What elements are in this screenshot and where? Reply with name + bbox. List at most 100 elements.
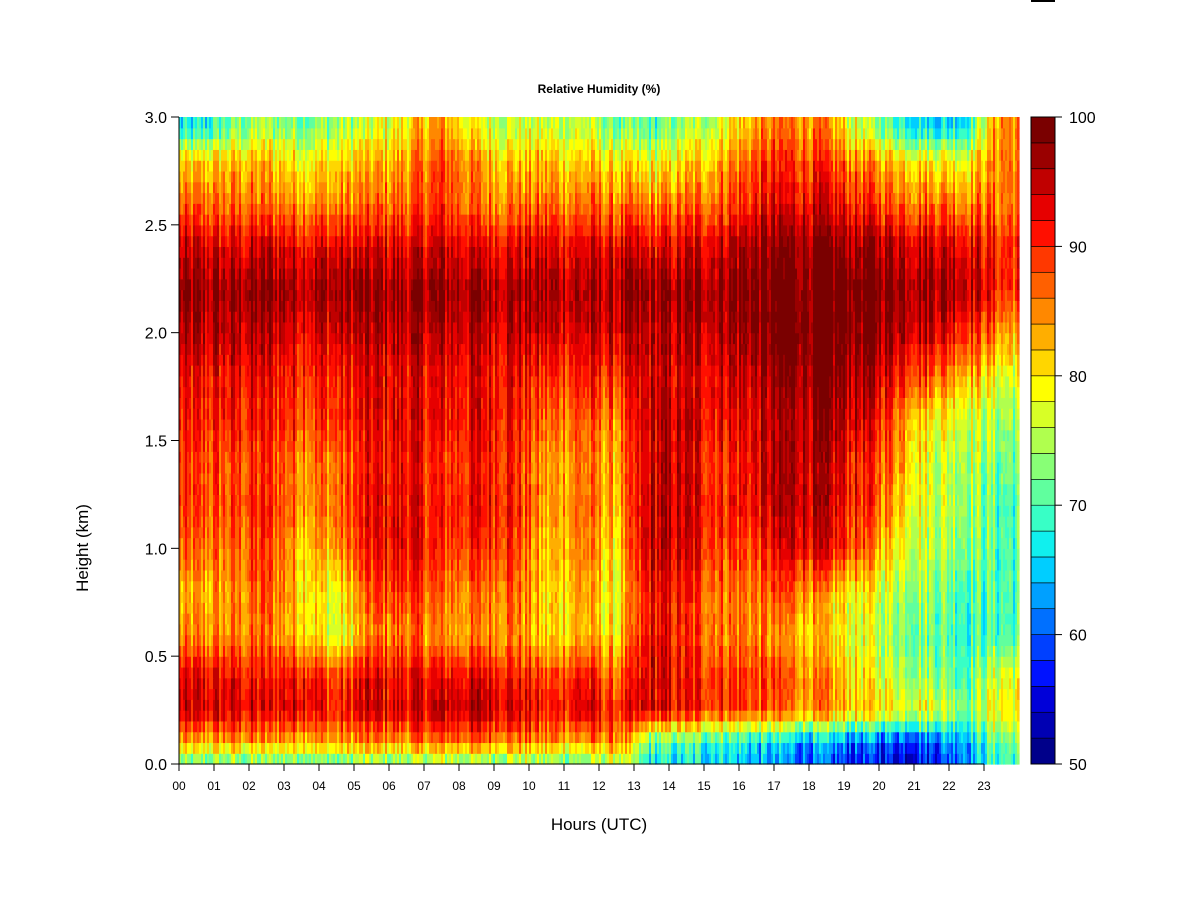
- heatmap-cell: [693, 742, 696, 754]
- heatmap-cell: [681, 645, 686, 657]
- heatmap-cell: [521, 688, 526, 700]
- heatmap-cell: [591, 677, 596, 690]
- heatmap-cell: [337, 742, 340, 754]
- heatmap-cell: [307, 731, 310, 744]
- heatmap-cell: [599, 753, 602, 765]
- heatmap-cell: [245, 720, 248, 733]
- heatmap-cell: [719, 753, 722, 765]
- heatmap-cell: [679, 731, 682, 744]
- heatmap-cell: [483, 688, 488, 700]
- heatmap-cell: [419, 742, 422, 754]
- heatmap-cell: [751, 677, 756, 690]
- heatmap-cell: [761, 731, 764, 744]
- heatmap-cell: [549, 753, 552, 765]
- heatmap-cell: [969, 731, 972, 744]
- heatmap-cell: [639, 720, 642, 733]
- heatmap-cell: [255, 753, 258, 765]
- heatmap-cell: [299, 613, 304, 625]
- heatmap-cell: [595, 742, 598, 754]
- heatmap-cell: [747, 720, 752, 733]
- heatmap-cell: [771, 666, 776, 679]
- heatmap-cell: [901, 688, 906, 700]
- heatmap-cell: [947, 720, 950, 733]
- heatmap-cell: [881, 634, 886, 646]
- heatmap-cell: [429, 742, 436, 754]
- heatmap-cell: [931, 731, 936, 744]
- heatmap-cell: [481, 699, 488, 711]
- heatmap-cell: [285, 753, 288, 765]
- heatmap-cell: [475, 753, 478, 765]
- heatmap-cell: [1011, 731, 1014, 744]
- heatmap-cell: [837, 742, 840, 754]
- heatmap-cell: [701, 634, 706, 646]
- heatmap-cell: [705, 666, 710, 679]
- heatmap-cell: [205, 742, 208, 754]
- heatmap-cell: [559, 645, 564, 657]
- heatmap-cell: [625, 623, 632, 636]
- heatmap-cell: [651, 731, 654, 744]
- heatmap-cell: [279, 720, 282, 733]
- heatmap-cell: [779, 731, 782, 744]
- heatmap-cell: [733, 720, 736, 733]
- heatmap-cell: [875, 753, 878, 765]
- heatmap-cell: [945, 731, 948, 744]
- heatmap-cell: [879, 720, 882, 733]
- heatmap-cell: [275, 742, 278, 754]
- heatmap-cell: [427, 699, 432, 711]
- heatmap-cell: [791, 602, 796, 614]
- heatmap-cell: [885, 742, 888, 754]
- heatmap-cell: [583, 613, 588, 625]
- heatmap-cell: [411, 602, 416, 614]
- heatmap-cell: [457, 742, 460, 754]
- heatmap-cell: [343, 710, 346, 722]
- heatmap-cell: [497, 656, 506, 668]
- heatmap-cell: [305, 720, 308, 733]
- heatmap-cell: [265, 720, 268, 733]
- heatmap-cell: [403, 731, 406, 744]
- heatmap-cell: [735, 720, 738, 733]
- heatmap-cell: [825, 613, 830, 625]
- heatmap-cell: [1005, 645, 1012, 657]
- heatmap-cell: [591, 753, 596, 765]
- heatmap-cell: [507, 666, 512, 679]
- heatmap-cell: [673, 731, 676, 744]
- heatmap-cell: [513, 623, 518, 636]
- heatmap-cell: [613, 656, 618, 668]
- heatmap-cell: [203, 731, 206, 744]
- heatmap-cell: [671, 731, 674, 744]
- heatmap-cell: [719, 731, 722, 744]
- heatmap-cell: [209, 677, 214, 690]
- heatmap-cell: [589, 720, 592, 733]
- heatmap-cell: [977, 742, 980, 754]
- heatmap-cell: [1013, 731, 1016, 744]
- heatmap-cell: [519, 710, 522, 722]
- heatmap-cell: [833, 742, 836, 754]
- heatmap-cell: [545, 710, 548, 722]
- heatmap-cell: [855, 731, 858, 744]
- heatmap-cell: [805, 731, 810, 744]
- heatmap-cell: [851, 645, 856, 657]
- heatmap-cell: [653, 720, 656, 733]
- heatmap-cell: [229, 742, 232, 754]
- heatmap-cell: [773, 742, 776, 754]
- heatmap-cell: [379, 753, 384, 765]
- heatmap-cell: [833, 731, 836, 744]
- heatmap-cell: [217, 731, 220, 744]
- heatmap-cell: [423, 710, 426, 722]
- heatmap-cell: [865, 602, 870, 614]
- heatmap-cell: [269, 720, 272, 733]
- heatmap-cell: [183, 731, 186, 744]
- heatmap-cell: [981, 720, 984, 733]
- heatmap-cell: [667, 742, 670, 754]
- heatmap-cell: [449, 710, 452, 722]
- heatmap-cell: [751, 753, 760, 765]
- heatmap-cell: [949, 753, 952, 765]
- heatmap-cell: [941, 753, 948, 765]
- heatmap-cell: [933, 742, 936, 754]
- heatmap-cell: [711, 731, 714, 744]
- heatmap-cell: [815, 688, 822, 700]
- heatmap-cell: [905, 602, 920, 614]
- heatmap-cell: [307, 753, 310, 765]
- heatmap-cell: [653, 731, 656, 744]
- heatmap-cell: [337, 710, 340, 722]
